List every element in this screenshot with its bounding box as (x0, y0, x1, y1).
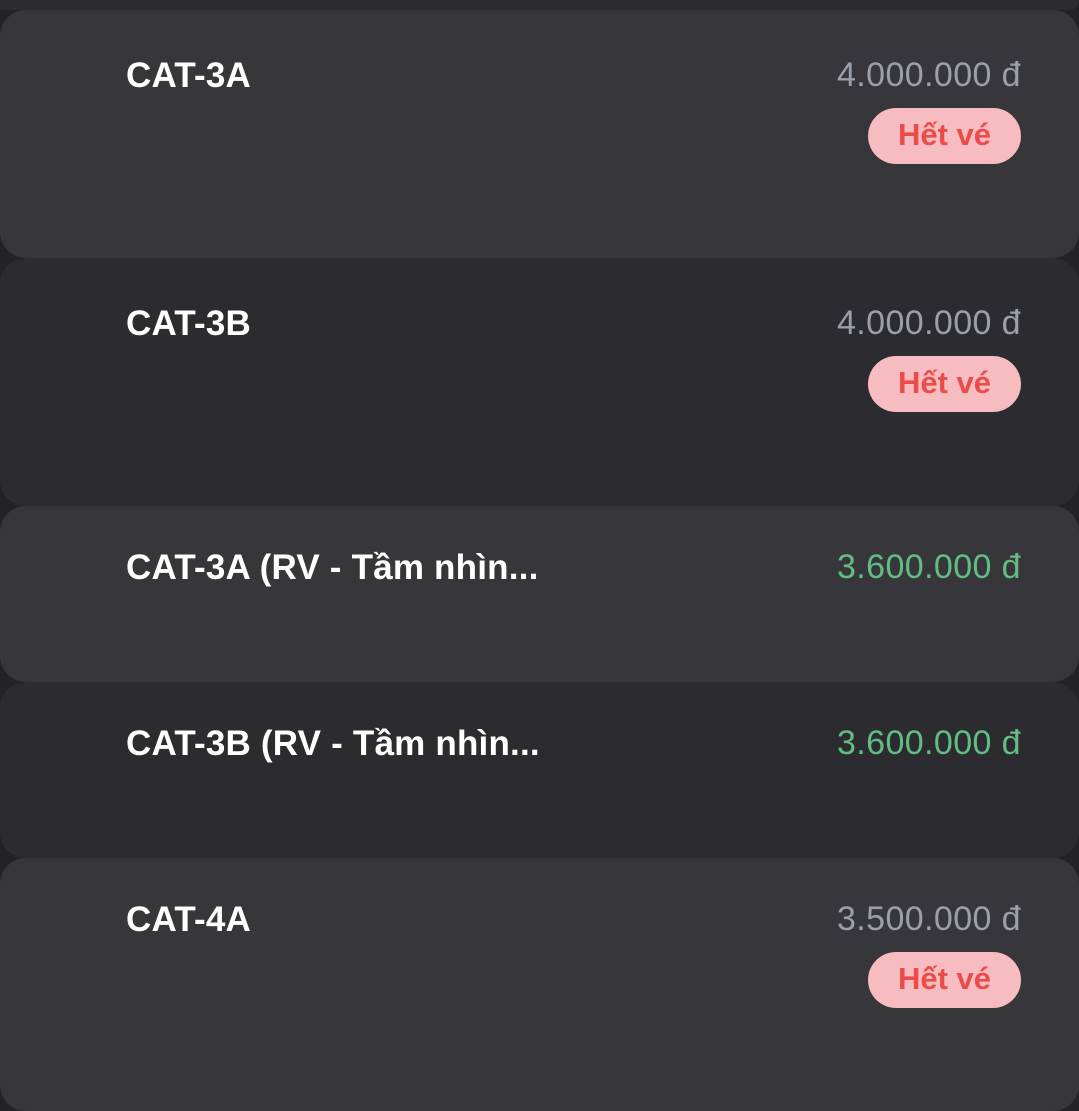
ticket-category-name: CAT-4A (126, 902, 251, 939)
status-badge-sold-out: Hết vé (867, 107, 1021, 164)
ticket-card-row: CAT-3B (RV - Tầm nhìn... 3.600.000 đ (126, 724, 1021, 763)
ticket-category-list: CAT-3A 4.000.000 đ Hết vé CAT-3B 4.000.0… (0, 10, 1079, 1111)
ticket-category-name: CAT-3B (126, 306, 251, 343)
ticket-card-row: CAT-4A 3.500.000 đ Hết vé (126, 900, 1021, 1008)
status-badge-sold-out: Hết vé (867, 355, 1021, 412)
previous-card-sliver (0, 0, 1079, 10)
ticket-card[interactable]: CAT-3A (RV - Tầm nhìn... 3.600.000 đ (0, 506, 1079, 682)
ticket-price: 3.500.000 đ (836, 900, 1021, 938)
ticket-card-row: CAT-3B 4.000.000 đ Hết vé (126, 304, 1021, 412)
ticket-price-column: 3.600.000 đ (836, 724, 1021, 762)
ticket-card[interactable]: CAT-3A 4.000.000 đ Hết vé (0, 10, 1079, 258)
ticket-price: 4.000.000 đ (836, 304, 1021, 342)
ticket-category-name: CAT-3B (RV - Tầm nhìn... (126, 726, 540, 763)
ticket-card[interactable]: CAT-3B (RV - Tầm nhìn... 3.600.000 đ (0, 682, 1079, 858)
ticket-card[interactable]: CAT-3B 4.000.000 đ Hết vé (0, 258, 1079, 506)
ticket-card-row: CAT-3A (RV - Tầm nhìn... 3.600.000 đ (126, 548, 1021, 587)
ticket-price: 3.600.000 đ (836, 724, 1021, 762)
ticket-price: 3.600.000 đ (836, 548, 1021, 586)
ticket-price-column: 4.000.000 đ Hết vé (836, 304, 1021, 412)
ticket-price-column: 4.000.000 đ Hết vé (836, 56, 1021, 164)
ticket-category-name: CAT-3A (RV - Tầm nhìn... (126, 550, 539, 587)
ticket-price-column: 3.500.000 đ Hết vé (836, 900, 1021, 1008)
ticket-card[interactable]: CAT-4A 3.500.000 đ Hết vé (0, 858, 1079, 1111)
ticket-category-name: CAT-3A (126, 58, 251, 95)
status-badge-sold-out: Hết vé (867, 951, 1021, 1008)
ticket-price-column: 3.600.000 đ (836, 548, 1021, 586)
ticket-price: 4.000.000 đ (836, 56, 1021, 94)
ticket-card-row: CAT-3A 4.000.000 đ Hết vé (126, 56, 1021, 164)
